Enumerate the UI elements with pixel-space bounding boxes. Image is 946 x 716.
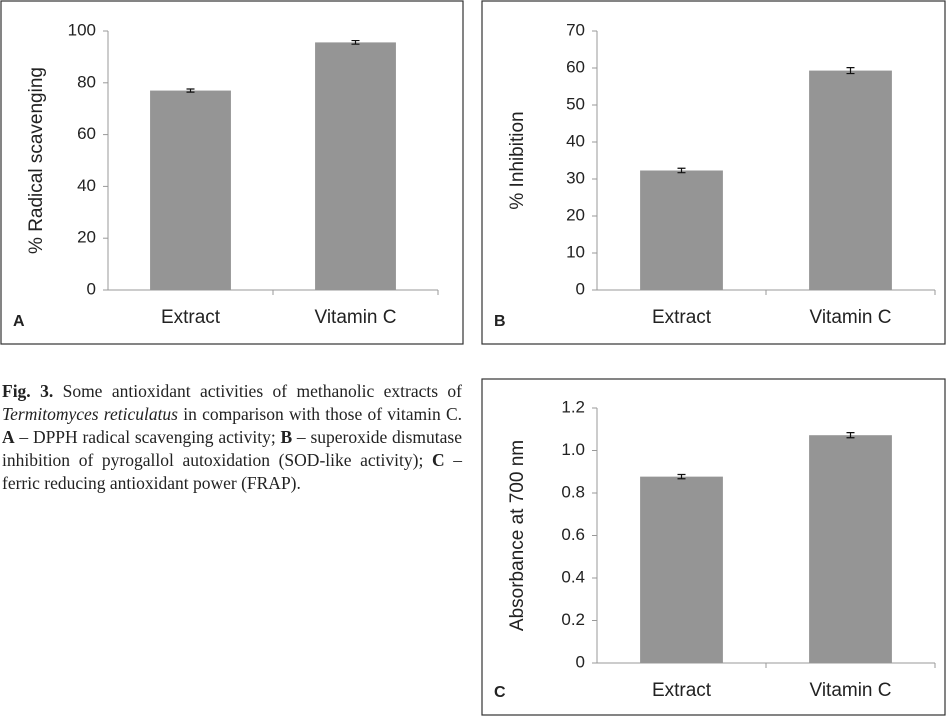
y-tick-label: 80 <box>77 72 96 91</box>
caption: Fig. 3. Some antioxidant activities of m… <box>2 380 462 495</box>
y-tick-label: 100 <box>68 20 96 39</box>
bar <box>315 42 396 291</box>
x-tick-label: Extract <box>161 307 221 328</box>
y-tick-label: 0 <box>87 279 96 298</box>
y-tick-label: 40 <box>566 131 585 150</box>
y-axis-title: % Inhibition <box>507 111 528 209</box>
error-bar <box>677 167 686 174</box>
caption-text: – superoxide dismutase inhibition of pyr… <box>2 427 462 470</box>
error-bar <box>186 88 195 93</box>
y-tick-label: 60 <box>566 57 585 76</box>
panel-frame <box>0 0 464 345</box>
bar <box>150 90 231 290</box>
error-bar <box>351 39 360 45</box>
y-tick-label: 0 <box>576 279 585 298</box>
caption-panel: C <box>431 450 445 470</box>
bar <box>640 170 723 290</box>
bar <box>809 435 892 663</box>
x-tick-label: Vitamin C <box>809 307 891 328</box>
caption-panel: A <box>2 427 15 447</box>
x-tick-label: Extract <box>652 307 712 328</box>
caption-species: Termitomyces reticulatus <box>2 404 178 424</box>
y-tick-label: 70 <box>566 20 585 39</box>
y-tick-label: 50 <box>566 94 585 113</box>
y-tick-label: 10 <box>566 242 585 261</box>
error-bar <box>846 432 855 439</box>
caption-text: Some antioxidant activities of methanoli… <box>53 381 462 401</box>
bar <box>640 476 723 663</box>
y-tick-label: 40 <box>77 176 96 195</box>
caption-text: in comparison with those of vitamin C. <box>178 404 462 424</box>
panel-label: C <box>494 684 506 701</box>
panel-label: A <box>13 313 25 330</box>
bar <box>809 70 892 290</box>
x-tick-label: Extract <box>652 680 712 701</box>
caption-text: – ferric reducing antioxidant power (FRA… <box>2 450 462 493</box>
y-axis-title: % Radical scavenging <box>26 67 47 254</box>
caption-panel: B <box>280 427 293 447</box>
panel-frame <box>481 378 946 716</box>
y-tick-label: 0 <box>576 652 585 671</box>
y-tick-label: 20 <box>566 205 585 224</box>
y-tick-label: 1.2 <box>561 397 585 416</box>
caption-label: Fig. 3. <box>2 381 54 401</box>
y-tick-label: 30 <box>566 168 585 187</box>
y-tick-label: 60 <box>77 124 96 143</box>
x-tick-label: Vitamin C <box>314 307 396 328</box>
panel-label: B <box>494 313 506 330</box>
y-tick-label: 0.8 <box>561 482 585 501</box>
y-tick-label: 0.2 <box>561 610 585 629</box>
y-axis-title: Absorbance at 700 nm <box>507 440 528 631</box>
y-tick-label: 0.6 <box>561 525 585 544</box>
caption-text: – DPPH radical scavenging activity; <box>14 427 281 447</box>
panel-frame <box>481 0 946 345</box>
y-tick-label: 20 <box>77 228 96 247</box>
y-tick-label: 1.0 <box>561 440 585 459</box>
y-tick-label: 0.4 <box>561 567 585 586</box>
error-bar <box>677 473 686 480</box>
x-tick-label: Vitamin C <box>809 680 891 701</box>
error-bar <box>846 67 855 75</box>
